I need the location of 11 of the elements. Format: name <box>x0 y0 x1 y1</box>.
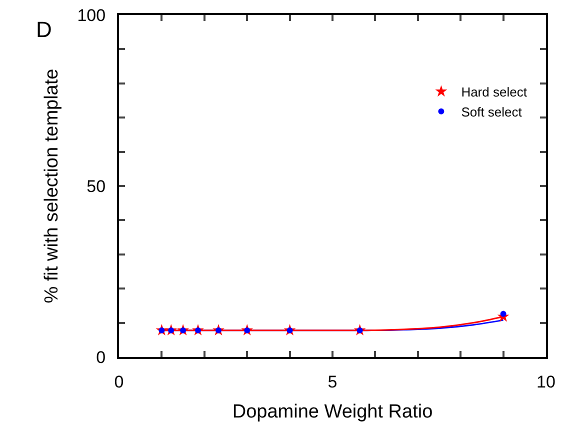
legend-label: Hard select <box>461 84 528 100</box>
y-axis-title: % fit with selection template <box>42 68 63 304</box>
x-tick-label: 0 <box>114 372 124 392</box>
y-tick-label: 0 <box>96 348 106 367</box>
y-tick-label: 100 <box>77 6 106 25</box>
x-tick-label: 5 <box>328 372 338 392</box>
text: D <box>36 17 52 42</box>
y-tick-label: 50 <box>86 176 106 196</box>
x-tick-label: 10 <box>536 372 556 392</box>
x-axis-title: Dopamine Weight Ratio <box>232 402 433 423</box>
legend-label: Soft select <box>461 104 522 120</box>
